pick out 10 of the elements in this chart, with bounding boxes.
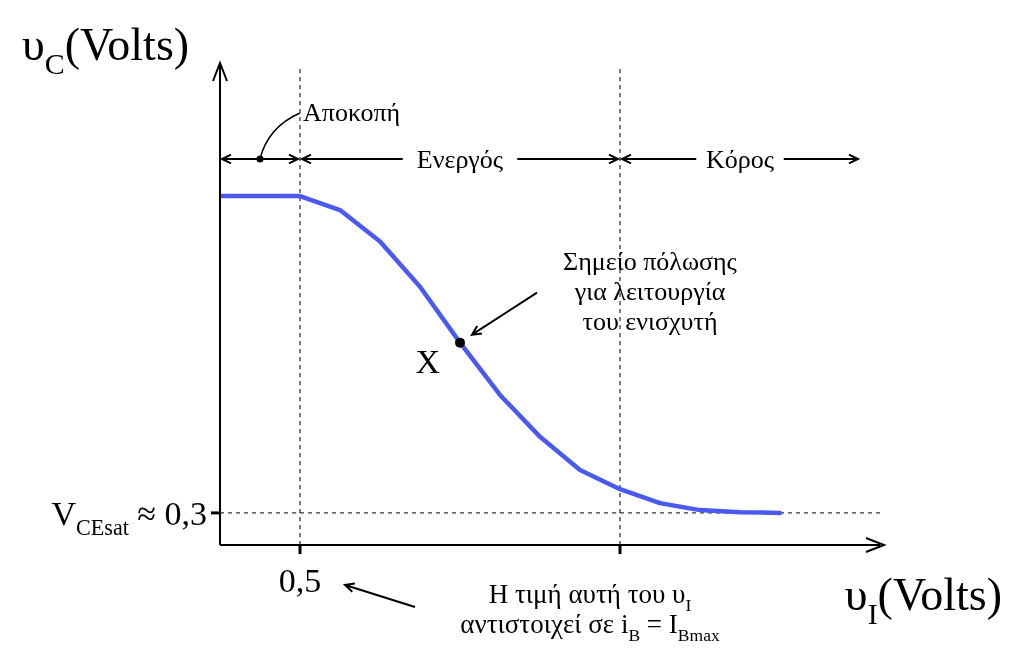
text: Η τιμή αυτή του υ$_{I}$ αντιστοιχεί σε i$_{B}$ = I$_{Bmax}$ xyxy=(460,579,720,646)
ref-line-label: V$_{CEsat}$ ≈ 0,3 xyxy=(51,494,207,541)
text: Κόρος xyxy=(705,145,775,174)
text: Αποκοπή xyxy=(303,98,401,127)
y-axis-title: υ$_{C}$(Volts) xyxy=(22,19,190,80)
text: 0,5 xyxy=(278,562,322,599)
x-axis-title: υ$_{I}$(Volts) xyxy=(844,569,1002,630)
text: Ενεργός xyxy=(416,145,504,174)
annotation: Σημείο πόλωσης για λειτουργία του ενισχυτή xyxy=(563,246,738,336)
annotation: X xyxy=(415,342,440,380)
